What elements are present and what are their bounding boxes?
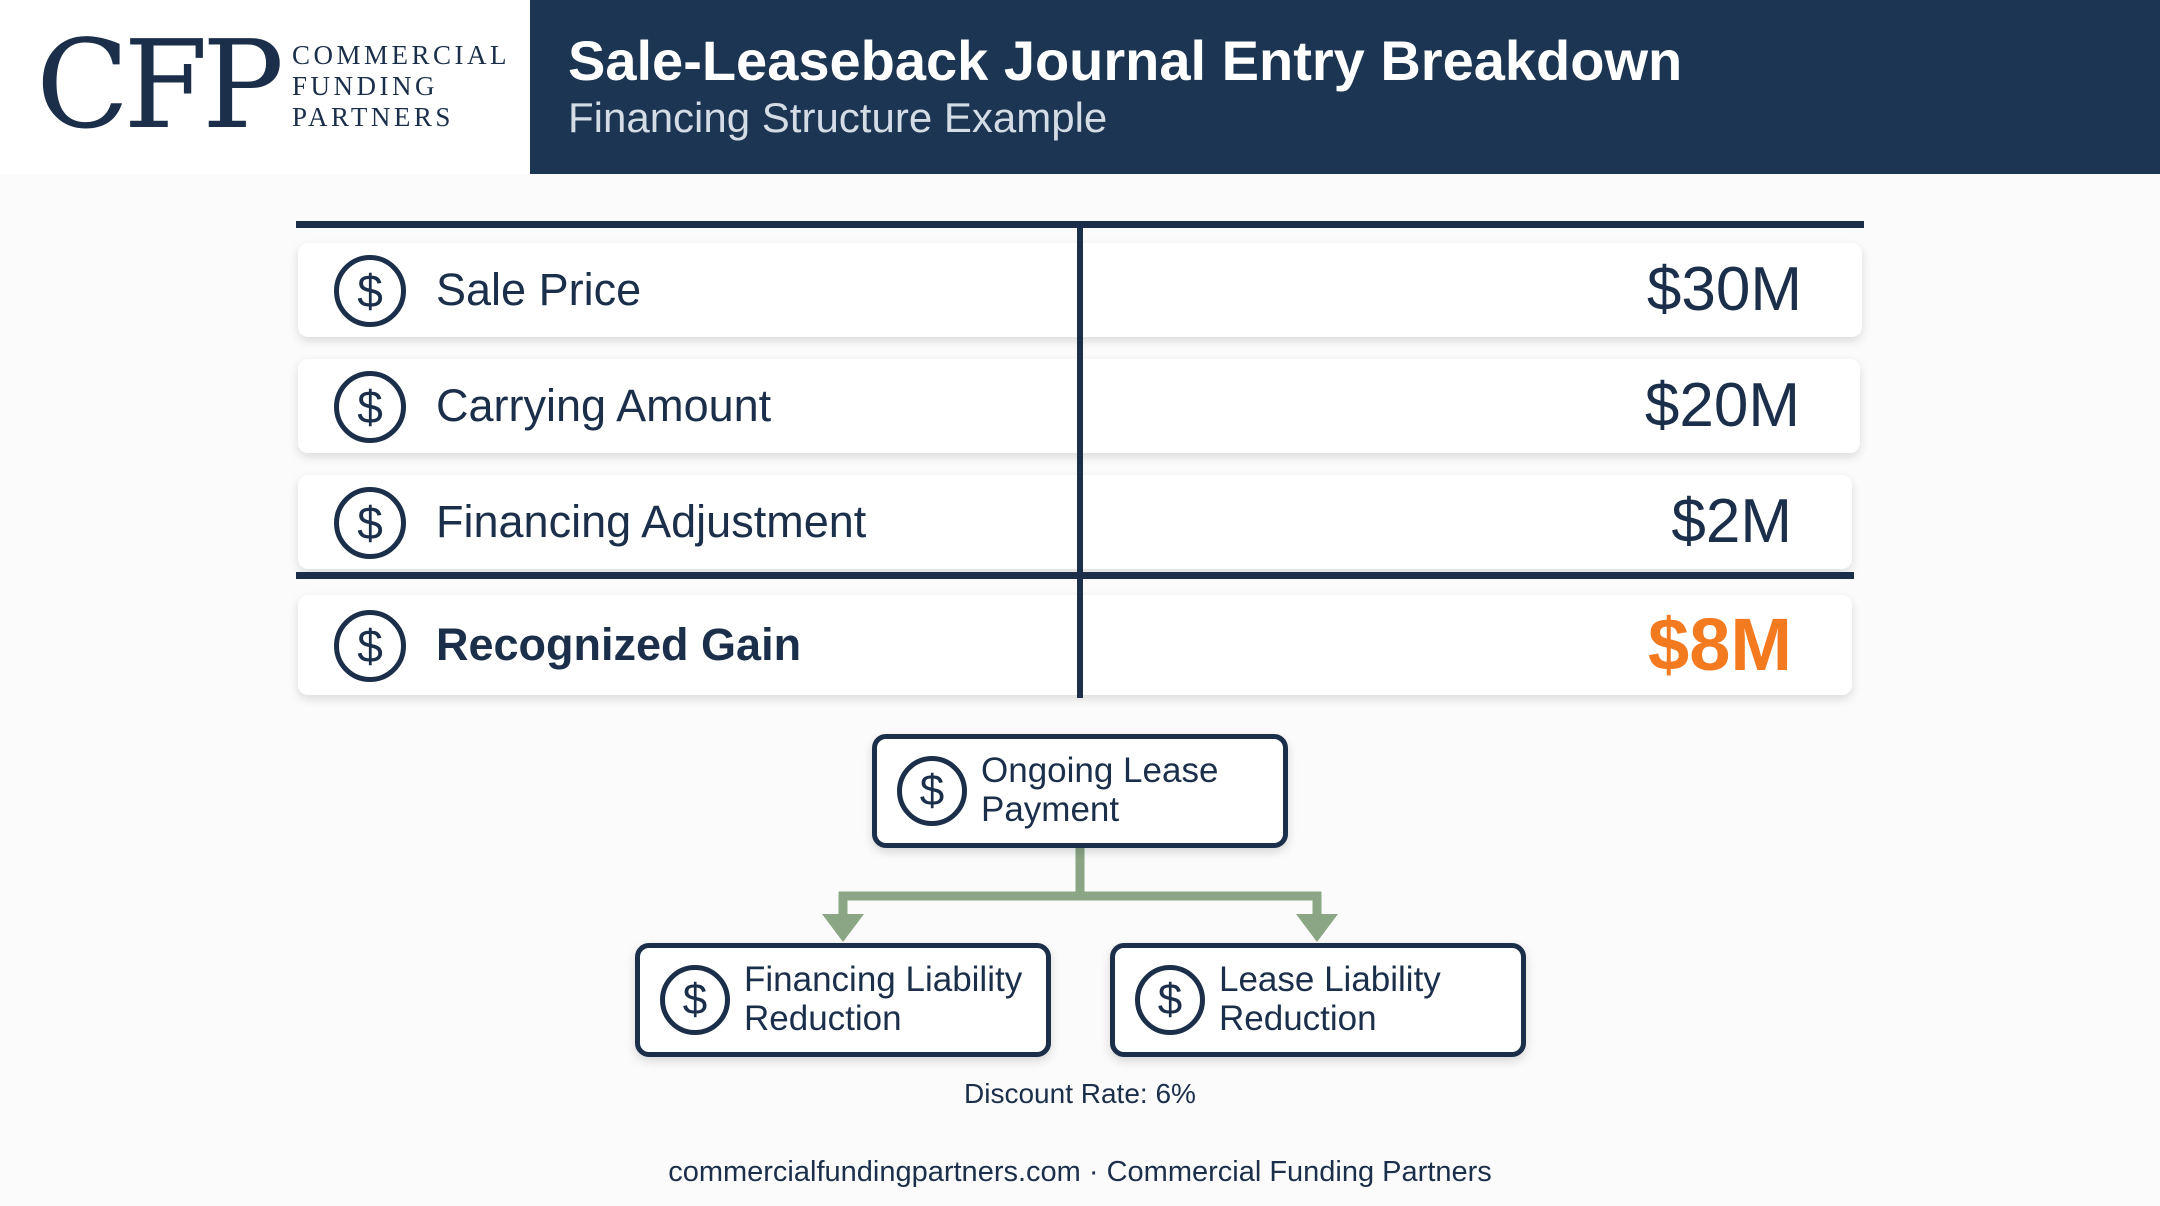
row-value: $30M: [1646, 255, 1802, 324]
dollar-icon: $: [334, 371, 406, 443]
row-label: Financing Adjustment: [436, 496, 867, 547]
dollar-icon: $: [897, 756, 967, 826]
table-row-financing-adjustment: $ Financing Adjustment $2M: [298, 475, 1852, 569]
logo-mark: CFP: [36, 14, 284, 156]
table-top-rule: [296, 221, 1864, 228]
total-label: Recognized Gain: [436, 619, 802, 670]
title-band: Sale-Leaseback Journal Entry Breakdown F…: [530, 0, 2160, 174]
column-divider: [1077, 226, 1083, 698]
logo-line-3: PARTNERS: [292, 102, 454, 132]
row-value: $2M: [1671, 487, 1792, 556]
ongoing-lease-payment-box: $ Ongoing Lease Payment: [872, 734, 1288, 848]
logo-wordmark: COMMERCIAL FUNDING PARTNERS: [292, 40, 510, 133]
logo-line-1: COMMERCIAL: [292, 40, 511, 70]
logo: CFP COMMERCIAL FUNDING PARTNERS: [0, 0, 530, 174]
arrow-head-left: [822, 914, 864, 942]
page-title: Sale-Leaseback Journal Entry Breakdown: [568, 29, 1683, 92]
total-value: $8M: [1648, 603, 1792, 686]
row-label: Carrying Amount: [436, 380, 772, 431]
arrow-head-right: [1296, 914, 1338, 942]
dollar-icon: $: [334, 610, 406, 682]
total-rule: [296, 572, 1854, 579]
row-value: $20M: [1644, 371, 1800, 440]
dollar-icon: $: [660, 965, 730, 1035]
box-label: Financing Liability Reduction: [744, 960, 1023, 1038]
footer: commercialfundingpartners.com · Commerci…: [668, 1156, 1492, 1188]
page-subtitle: Financing Structure Example: [568, 94, 1108, 141]
dollar-icon: $: [334, 255, 406, 327]
financing-liability-reduction-box: $ Financing Liability Reduction: [635, 943, 1051, 1057]
lease-liability-reduction-box: $ Lease Liability Reduction: [1110, 943, 1526, 1057]
header: CFP COMMERCIAL FUNDING PARTNERS Sale-Lea…: [0, 0, 2160, 174]
discount-rate: Discount Rate: 6%: [964, 1078, 1196, 1109]
box-label: Ongoing Lease Payment: [981, 751, 1219, 829]
logo-line-2: FUNDING: [292, 71, 438, 101]
box-label: Lease Liability Reduction: [1219, 960, 1441, 1038]
row-label: Sale Price: [436, 264, 642, 315]
dollar-icon: $: [1135, 965, 1205, 1035]
table-row-recognized-gain: $ Recognized Gain $8M: [298, 595, 1852, 695]
dollar-icon: $: [334, 487, 406, 559]
